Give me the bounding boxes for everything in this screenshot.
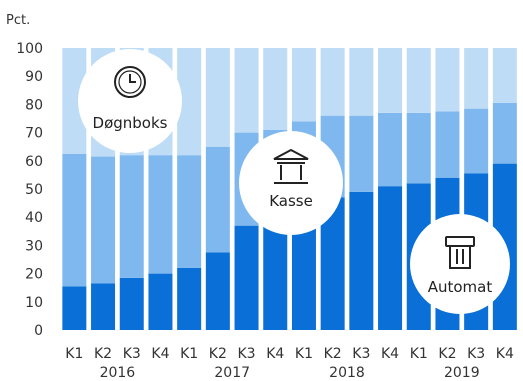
bar-segment-kasse	[148, 155, 173, 274]
y-tick-label: 40	[25, 210, 43, 226]
badge-circle	[410, 214, 510, 314]
bar-segment-dgnboks	[378, 48, 403, 113]
badge-label-automat: Automat	[428, 278, 493, 296]
bar-segment-kasse	[406, 112, 431, 184]
bar-segment-kasse	[378, 112, 403, 187]
bar-segment-automat	[119, 277, 144, 330]
badge-label-kasse: Kasse	[269, 192, 313, 210]
bar-segment-kasse	[435, 111, 460, 178]
bar-segment-kasse	[177, 155, 202, 268]
x-tick-label: K3	[123, 346, 141, 362]
x-tick-label: K2	[438, 346, 456, 362]
bar-segment-kasse	[464, 108, 489, 174]
x-tick-label: K3	[467, 346, 485, 362]
y-tick-label: 80	[25, 97, 43, 113]
bar-segment-dgnboks	[464, 48, 489, 109]
x-tick-label: K4	[381, 346, 399, 362]
badge-circle	[78, 49, 182, 153]
bar-segment-kasse	[62, 153, 87, 287]
bar-segment-automat	[62, 286, 87, 330]
x-tick-label: K4	[496, 346, 514, 362]
y-tick-label: 60	[25, 154, 43, 170]
x-tick-label: K1	[410, 346, 428, 362]
y-tick-label: 20	[25, 267, 43, 283]
bar-segment-automat	[91, 283, 116, 330]
badge-dognboks: Døgnboks	[78, 49, 182, 153]
y-tick-label: 10	[25, 295, 43, 311]
bar-segment-dgnboks	[406, 48, 431, 113]
badge-kasse: Kasse	[239, 131, 343, 235]
bar-segment-dgnboks	[263, 48, 288, 130]
bar-segment-automat	[177, 267, 202, 330]
bank-icon	[273, 148, 309, 184]
badge-label-dognboks: Døgnboks	[93, 114, 168, 132]
bar-segment-dgnboks	[234, 48, 259, 133]
bar-segment-dgnboks	[291, 48, 316, 122]
bar-segment-automat	[378, 186, 403, 330]
bar-segment-automat	[148, 273, 173, 330]
bar-segment-dgnboks	[349, 48, 374, 116]
y-tick-label: 70	[25, 126, 43, 142]
y-axis-unit-label: Pct.	[6, 13, 30, 28]
x-axis: K1 K2 K3 K4 K1 K2 K3 K4 K1 K2 K3 K4 K1 K2 K3 K4 2016 2017…	[65, 346, 514, 381]
x-tick-label: K2	[324, 346, 342, 362]
bar-segment-kasse	[91, 156, 116, 284]
x-tick-label: K3	[352, 346, 370, 362]
y-tick-label: 0	[34, 323, 43, 339]
bar-segment-automat	[349, 191, 374, 330]
x-tick-label: K2	[209, 346, 227, 362]
y-tick-label: 30	[25, 238, 43, 254]
clock-icon	[114, 66, 146, 98]
x-tick-label: K4	[266, 346, 284, 362]
bar-segment-kasse	[205, 146, 230, 253]
x-tick-label: K1	[295, 346, 313, 362]
bar-segment-kasse	[349, 115, 374, 192]
bar-segment-automat	[205, 252, 230, 330]
x-year-label: 2017	[214, 365, 250, 381]
y-tick-label: 100	[16, 41, 43, 57]
atm-icon	[445, 236, 475, 269]
y-tick-label: 50	[25, 182, 43, 198]
x-year-label: 2018	[329, 365, 365, 381]
bar-segment-dgnboks	[320, 48, 345, 116]
y-axis: 0 10 20 30 40 50 60 70 80 90 100	[16, 41, 43, 339]
bar-segment-dgnboks	[205, 48, 230, 147]
bar-segment-kasse	[492, 102, 517, 164]
x-tick-label: K1	[180, 346, 198, 362]
x-tick-label: K1	[65, 346, 83, 362]
x-tick-label: K2	[94, 346, 112, 362]
bar-segment-dgnboks	[492, 48, 517, 103]
bar-segment-kasse	[119, 155, 144, 278]
badge-automat: Automat	[410, 214, 510, 314]
bar-segment-dgnboks	[435, 48, 460, 112]
x-year-label: 2016	[100, 365, 136, 381]
bar-segment-automat	[234, 225, 259, 330]
x-year-label: 2019	[444, 365, 480, 381]
x-tick-label: K3	[238, 346, 256, 362]
x-tick-label: K4	[151, 346, 169, 362]
y-tick-label: 90	[25, 69, 43, 85]
